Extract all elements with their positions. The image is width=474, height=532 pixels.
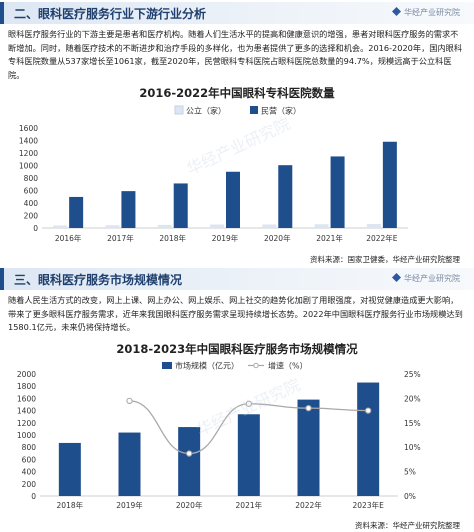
y2-tick-label: 10% — [404, 443, 421, 452]
bar — [357, 382, 380, 496]
y-tick-label: 400 — [22, 468, 37, 477]
brand-icon — [392, 273, 401, 282]
x-tick-label: 2022年E — [366, 233, 398, 243]
bar — [69, 196, 84, 228]
chart-title: 2016-2022年中国眼科专科医院数量 — [139, 86, 335, 100]
y-tick-label: 0 — [31, 492, 36, 501]
bar — [105, 225, 120, 228]
y-tick-label: 2000 — [17, 370, 36, 379]
y-tick-label: 1000 — [19, 162, 38, 171]
section-title: 二、眼科医疗服务行业下游行业分析 — [14, 7, 207, 21]
y-tick-label: 800 — [22, 443, 37, 452]
legend-swatch — [174, 105, 184, 115]
bar — [157, 224, 172, 228]
x-tick-label: 2023年E — [353, 500, 385, 510]
y-tick-label: 800 — [24, 174, 39, 183]
y-tick-label: 1600 — [19, 124, 38, 133]
brand-text: 华经产业研究院 — [404, 274, 460, 283]
x-tick-label: 2022年 — [295, 500, 322, 510]
y-tick-label: 1800 — [17, 382, 36, 391]
hospital-count-chart: 公立（家） 民营（家） 0 200 400 600 800 1000 1200 1400 1600 2… — [19, 105, 408, 243]
growth-point — [126, 397, 133, 404]
bar — [210, 224, 224, 228]
bar — [366, 223, 381, 228]
y-tick-label: 1400 — [19, 137, 38, 146]
y-tick-label: 1200 — [19, 149, 38, 158]
bar — [58, 442, 81, 496]
market-size-chart: 市场规模（亿元） 增速（%） 0 200 400 600 800 1000 1200 1400 16… — [17, 361, 421, 511]
y-tick-label: 600 — [22, 455, 37, 464]
section-paragraph: 随着人民生活方式的改变，网上上课、网上办公、网上娱乐、网上社交的趋势化加剧了用眼… — [8, 295, 463, 332]
legend-swatch — [162, 362, 172, 369]
bar — [314, 224, 329, 228]
section-paragraph: 眼科医疗服务行业的下游主要是患者和医疗机构。随着人们生活水平的提高和健康意识的增… — [8, 29, 463, 80]
y-tick-label: 1400 — [17, 407, 36, 416]
bar — [262, 224, 277, 228]
x-tick-label: 2018年 — [159, 233, 186, 243]
section-header: 三、眼科医疗服务市场规模情况 华经产业研究院 — [0, 268, 474, 290]
bar — [53, 225, 68, 228]
brand-logo: 华经产业研究院 — [392, 7, 460, 18]
bar — [121, 191, 136, 228]
section-title: 三、眼科医疗服务市场规模情况 — [14, 273, 183, 287]
source-note: 资料来源：华经产业研究院整理 — [355, 521, 460, 530]
y2-tick-label: 0% — [404, 492, 416, 501]
bar — [118, 432, 141, 496]
x-tick-label: 2018年 — [57, 500, 84, 510]
x-tick-label: 2017年 — [107, 233, 134, 243]
legend-label: 市场规模（亿元） — [175, 361, 239, 371]
growth-point — [305, 405, 312, 412]
legend-label: 增速（%） — [268, 361, 308, 371]
x-tick-label: 2020年 — [176, 500, 203, 510]
y-tick-label: 200 — [24, 212, 39, 221]
brand-logo: 华经产业研究院 — [392, 273, 460, 284]
x-tick-label: 2016年 — [55, 233, 82, 243]
y-tick-label: 400 — [24, 199, 39, 208]
growth-point — [365, 407, 372, 414]
bar — [237, 414, 260, 496]
watermark: 华经产业研究院 — [184, 114, 294, 179]
y2-tick-label: 15% — [404, 419, 421, 428]
legend-label: 民营（家） — [261, 106, 301, 116]
bar — [382, 141, 397, 228]
y-tick-label: 600 — [24, 187, 39, 196]
bar — [297, 399, 320, 496]
legend-swatch — [253, 362, 259, 369]
x-tick-label: 2019年 — [116, 500, 143, 510]
growth-line — [129, 400, 369, 455]
x-tick-label: 2020年 — [264, 233, 291, 243]
y-tick-label: 0 — [33, 224, 38, 233]
chart-title: 2018-2023年中国眼科医疗服务市场规模情况 — [116, 342, 358, 356]
y2-tick-label: 20% — [404, 394, 421, 403]
y-tick-label: 1600 — [17, 394, 36, 403]
bar — [330, 156, 345, 228]
x-tick-label: 2019年 — [212, 233, 239, 243]
bar — [278, 165, 293, 228]
legend-label: 公立（家） — [186, 106, 226, 116]
brand-text: 华经产业研究院 — [404, 8, 460, 17]
legend-swatch — [250, 106, 258, 114]
growth-point — [245, 400, 252, 407]
growth-point — [186, 450, 193, 457]
y-tick-label: 200 — [22, 480, 37, 489]
source-note: 资料来源：国家卫健委，华经产业研究院整理 — [310, 255, 460, 264]
y2-tick-label: 5% — [404, 468, 416, 477]
bar — [226, 171, 240, 228]
bar — [173, 183, 188, 228]
y-tick-label: 1200 — [17, 419, 36, 428]
x-tick-label: 2021年 — [236, 500, 263, 510]
x-tick-label: 2021年 — [316, 233, 343, 243]
section-header: 二、眼科医疗服务行业下游行业分析 华经产业研究院 — [0, 2, 474, 24]
y2-tick-label: 25% — [404, 370, 421, 379]
brand-icon — [392, 7, 401, 16]
y-tick-label: 1000 — [17, 431, 36, 440]
bar — [178, 427, 201, 496]
